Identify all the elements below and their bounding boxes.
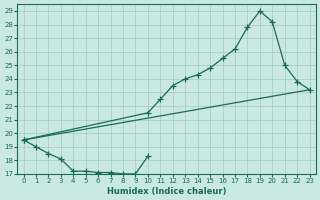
- X-axis label: Humidex (Indice chaleur): Humidex (Indice chaleur): [107, 187, 226, 196]
